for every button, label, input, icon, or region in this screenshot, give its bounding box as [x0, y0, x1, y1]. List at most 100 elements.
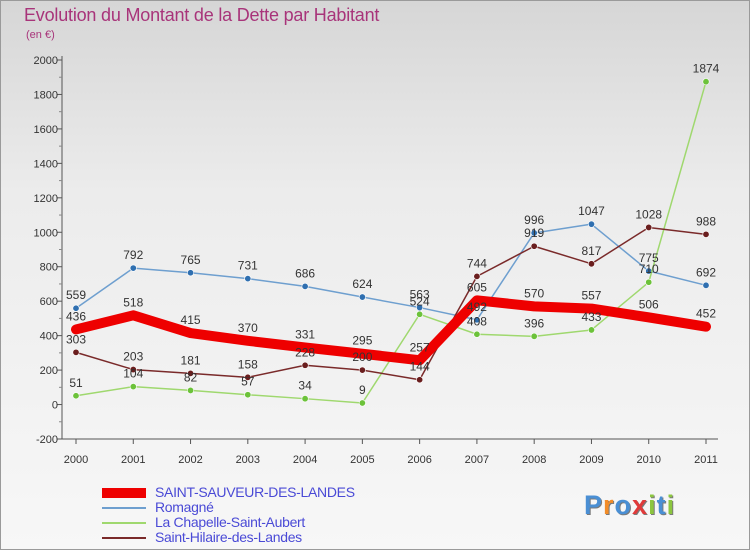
data-label: 158 [238, 357, 258, 371]
data-label: 295 [352, 334, 372, 348]
data-label: 605 [467, 280, 487, 294]
data-label: 765 [181, 253, 201, 267]
y-tick-label: 1200 [34, 193, 58, 205]
data-point [244, 337, 251, 344]
data-point [72, 392, 80, 400]
data-label: 144 [410, 360, 430, 374]
data-label: 436 [66, 309, 86, 323]
data-label: 331 [295, 328, 315, 342]
data-label: 203 [123, 350, 143, 364]
logo-letter: o [614, 490, 633, 520]
series-line [71, 295, 711, 366]
data-point [72, 348, 80, 356]
data-label: 1028 [635, 207, 662, 221]
x-tick-label: 2010 [636, 454, 660, 466]
data-point [473, 272, 481, 280]
series-line [75, 223, 707, 321]
data-label: 1874 [693, 62, 720, 76]
data-label: 557 [581, 289, 601, 303]
legend-swatch-romagne [100, 500, 148, 516]
data-point [702, 230, 710, 238]
x-tick-label: 2003 [236, 454, 260, 466]
data-label: 817 [581, 244, 601, 258]
y-tick-label: 600 [40, 296, 58, 308]
data-label: 563 [410, 288, 430, 302]
data-point [358, 399, 366, 407]
data-point [130, 312, 137, 319]
y-tick-label: -200 [36, 434, 58, 446]
data-point [702, 78, 710, 86]
legend-item-saint-hilaire[interactable]: Saint-Hilaire-des-Landes [100, 529, 400, 546]
data-point [358, 293, 366, 301]
data-label: 731 [238, 259, 258, 273]
y-tick-label: 400 [40, 331, 58, 343]
data-point [416, 304, 424, 312]
data-point [530, 332, 538, 340]
data-point [416, 310, 424, 318]
data-point [244, 391, 252, 399]
data-point [129, 264, 137, 272]
data-point [702, 281, 710, 289]
data-label: 518 [123, 295, 143, 309]
data-label: 559 [66, 288, 86, 302]
data-label: 82 [184, 370, 198, 384]
data-point [129, 383, 137, 391]
data-label: 506 [639, 297, 659, 311]
legend-swatch-saint-sauveur [100, 485, 148, 501]
x-tick-label: 2011 [694, 454, 718, 466]
data-label: 624 [352, 277, 372, 291]
data-point [359, 350, 366, 357]
y-tick-label: 1400 [34, 158, 58, 170]
logo-letter: t [656, 490, 667, 520]
data-label: 200 [352, 350, 372, 364]
data-label: 51 [69, 376, 83, 390]
data-point [473, 330, 481, 338]
legend-swatch-la-chapelle [100, 515, 148, 531]
data-label: 396 [524, 316, 544, 330]
y-tick-label: 2000 [34, 55, 58, 67]
data-point [587, 326, 595, 334]
data-point [244, 373, 252, 381]
data-label: 433 [581, 310, 601, 324]
data-point [72, 304, 80, 312]
data-point [301, 395, 309, 403]
data-label: 57 [241, 375, 255, 389]
data-point [530, 229, 538, 237]
logo-letter: i [648, 490, 657, 520]
x-tick-label: 2002 [178, 454, 202, 466]
legend-item-saint-sauveur[interactable]: SAINT-SAUVEUR-DES-LANDES [100, 484, 400, 501]
data-point [587, 260, 595, 268]
logo-letter: r [603, 490, 615, 520]
legend-item-la-chapelle[interactable]: La Chapelle-Saint-Aubert [100, 514, 400, 531]
data-point [473, 297, 480, 304]
data-label: 408 [467, 314, 487, 328]
series-line [75, 226, 707, 381]
x-tick-label: 2005 [350, 454, 374, 466]
data-label: 492 [467, 300, 487, 314]
x-tick-label: 2007 [465, 454, 489, 466]
logo-letter: i [666, 490, 676, 520]
legend-item-romagne[interactable]: Romagné [100, 499, 400, 516]
x-tick-label: 2000 [64, 454, 88, 466]
data-point [531, 303, 538, 310]
proxiti-logo: Proxiti [584, 490, 675, 521]
logo-letter: P [584, 490, 604, 520]
data-point [301, 282, 309, 290]
data-label: 415 [181, 313, 201, 327]
data-label: 919 [524, 226, 544, 240]
data-point [129, 366, 137, 374]
data-label: 692 [696, 265, 716, 279]
legend-label: Romagné [155, 499, 214, 515]
data-point [187, 369, 195, 377]
data-point [645, 223, 653, 231]
data-point [301, 361, 309, 369]
data-point [588, 305, 595, 312]
data-label: 988 [696, 214, 716, 228]
data-point [416, 376, 424, 384]
y-tick-label: 0 [52, 400, 58, 412]
data-point [187, 330, 194, 337]
data-label: 792 [123, 248, 143, 262]
data-label: 524 [410, 294, 430, 308]
